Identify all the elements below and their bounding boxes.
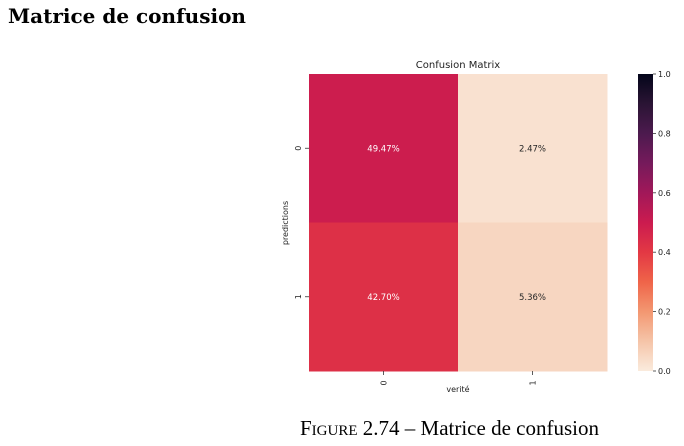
figure-label: Figure 2.74 [300,416,400,440]
x-axis-label: verité [446,384,469,394]
cell-annotation: 5.36% [519,293,546,303]
figure-caption: Figure 2.74 – Matrice de confusion [300,416,599,441]
heatmap-cells: 49.47% 2.47% 42.70% 5.36% [309,74,608,372]
heatmap-cell [309,74,459,223]
colorbar-tick-label: 0.2 [658,308,671,317]
x-tick-label: 1 [529,380,538,385]
y-tick-label: 0 [294,146,303,151]
heatmap-cell [309,222,459,372]
heatmap-cell [458,222,608,372]
x-tick-label: 0 [380,380,389,385]
colorbar-tick-label: 1.0 [658,70,671,79]
caption-separator: – [404,416,416,440]
y-axis-label: predictions [281,201,290,245]
colorbar-ticks: 0.0 0.2 0.4 0.6 0.8 1.0 [653,70,671,376]
cell-annotation: 42.70% [367,293,399,303]
heatmap-cell [458,74,608,223]
colorbar [638,74,653,371]
section-title: Matrice de confusion [8,4,246,28]
colorbar-tick-label: 0.8 [658,129,671,138]
chart-title: Confusion Matrix [416,60,500,71]
cell-annotation: 49.47% [367,144,399,154]
colorbar-tick-label: 0.4 [658,248,671,257]
caption-text: Matrice de confusion [420,416,599,440]
colorbar-tick-label: 0.0 [658,367,671,376]
confusion-matrix-chart: Confusion Matrix 49.47% 2.47%42.70% 5.36% … [281,60,671,394]
colorbar-tick-label: 0.6 [658,189,671,198]
cell-annotation: 2.47% [519,144,546,154]
y-axis-ticks: 01 [294,146,309,299]
y-tick-label: 1 [294,294,303,299]
